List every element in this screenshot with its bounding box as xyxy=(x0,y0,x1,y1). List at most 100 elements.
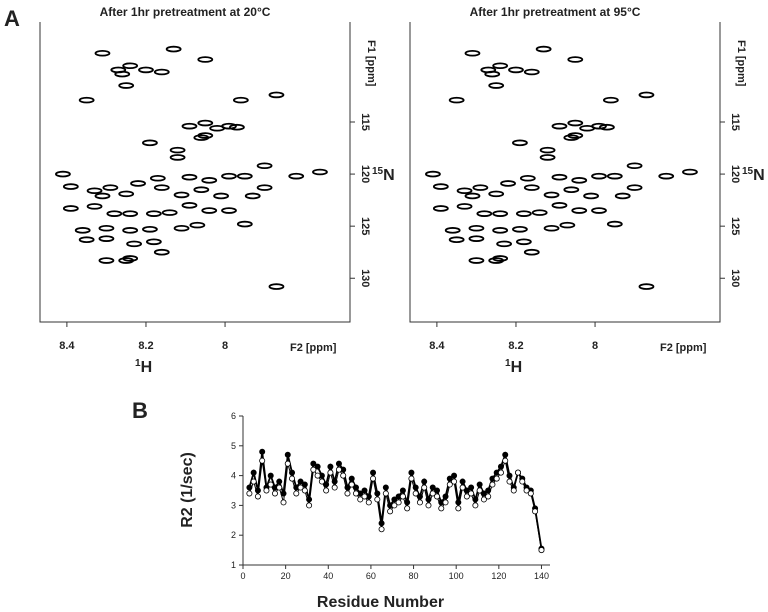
panel-label: A xyxy=(4,6,20,31)
peak xyxy=(181,202,198,209)
data-point xyxy=(459,484,466,491)
peak xyxy=(515,238,532,246)
data-point xyxy=(301,487,308,494)
data-point xyxy=(335,460,342,467)
peak xyxy=(535,45,552,53)
peak xyxy=(488,82,505,89)
peak xyxy=(626,184,643,191)
peak xyxy=(456,203,473,210)
x-label-sup: 1 xyxy=(505,358,511,369)
data-point xyxy=(289,475,296,482)
data-point xyxy=(472,502,479,509)
peak xyxy=(74,227,91,234)
y-label: 15N xyxy=(372,166,395,184)
axis-frame xyxy=(409,22,721,323)
peak xyxy=(213,192,229,200)
data-point xyxy=(297,478,304,485)
data-point xyxy=(335,466,342,473)
peak xyxy=(130,180,146,187)
data-point xyxy=(502,451,509,458)
x-label: 1H xyxy=(505,358,522,376)
y-tick-label: 120 xyxy=(729,165,741,183)
data-point xyxy=(327,469,334,476)
data-point xyxy=(425,502,432,509)
data-point xyxy=(370,475,377,482)
data-point xyxy=(416,493,423,500)
peak xyxy=(94,192,111,200)
peak xyxy=(193,186,210,194)
y-axis-title: F1 [ppm] xyxy=(365,40,377,87)
peak xyxy=(468,224,485,232)
data-point xyxy=(323,487,330,494)
data-point xyxy=(344,484,351,491)
x-tick-label: 100 xyxy=(449,571,464,581)
peak xyxy=(472,184,489,191)
data-point xyxy=(378,520,385,527)
peak xyxy=(456,187,473,195)
y-label-sup: 15 xyxy=(372,166,384,177)
peak xyxy=(614,192,631,200)
peak xyxy=(145,210,162,217)
data-point xyxy=(263,487,270,494)
data-point xyxy=(459,478,466,485)
peak xyxy=(464,192,481,200)
peak xyxy=(98,224,115,232)
peak xyxy=(102,184,119,191)
peak xyxy=(244,192,261,200)
peak xyxy=(138,66,154,74)
peak xyxy=(539,146,556,154)
data-point xyxy=(267,472,274,479)
data-point xyxy=(476,487,483,494)
peak xyxy=(114,70,131,78)
data-point xyxy=(289,469,296,476)
data-point xyxy=(510,487,517,494)
data-point xyxy=(538,547,545,554)
data-point xyxy=(451,478,458,485)
data-point xyxy=(310,460,317,467)
peak xyxy=(149,174,166,182)
y-label-text: N xyxy=(383,167,395,184)
peak xyxy=(256,162,273,170)
data-point xyxy=(434,493,441,500)
y-tick-label: 125 xyxy=(729,217,741,235)
y-label-text: N xyxy=(753,167,765,184)
data-point xyxy=(429,484,436,491)
peak xyxy=(161,209,178,216)
data-point xyxy=(463,487,470,494)
y-tick-label: 115 xyxy=(359,113,371,131)
peak xyxy=(197,56,214,63)
data-point xyxy=(382,490,389,497)
peak xyxy=(567,119,584,127)
data-point xyxy=(246,490,253,497)
data-point xyxy=(331,478,338,485)
data-point xyxy=(455,505,462,512)
data-point xyxy=(519,478,526,485)
data-point xyxy=(446,481,453,488)
peak xyxy=(432,183,449,190)
data-point xyxy=(318,478,325,485)
peak xyxy=(563,186,580,194)
peak xyxy=(145,238,162,246)
peak xyxy=(122,62,139,70)
peak xyxy=(86,203,103,210)
data-point xyxy=(246,484,253,491)
data-point xyxy=(361,493,368,500)
data-point xyxy=(527,490,534,497)
data-point xyxy=(485,493,492,500)
data-point xyxy=(280,499,287,506)
peak xyxy=(559,221,576,229)
peak xyxy=(602,96,619,104)
x-tick-label: 120 xyxy=(491,571,506,581)
peak xyxy=(236,220,253,228)
data-point xyxy=(327,463,334,470)
chart-title: After 1hr pretreatment at 20°C xyxy=(100,5,271,19)
data-point xyxy=(293,490,300,497)
data-point xyxy=(493,475,500,482)
data-point xyxy=(323,481,330,488)
data-point xyxy=(399,487,406,494)
data-point xyxy=(468,490,475,497)
peak xyxy=(539,154,556,161)
x-tick-label: 8 xyxy=(222,340,228,352)
peak xyxy=(571,177,588,184)
y-tick-label: 130 xyxy=(359,269,371,287)
